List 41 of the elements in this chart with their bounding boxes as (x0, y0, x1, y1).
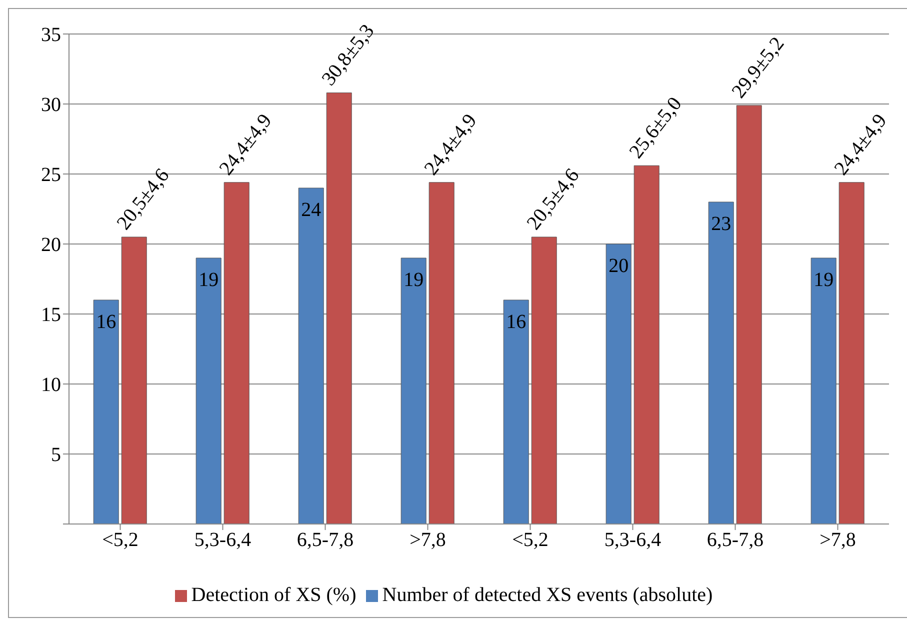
bar (400, 258, 426, 524)
bar (298, 188, 324, 524)
bar (531, 236, 557, 524)
data-label: 23 (711, 213, 732, 235)
legend-label: Number of detected XS events (absolute) (382, 584, 713, 606)
y-tick-label: 5 (51, 444, 61, 466)
bar (428, 182, 454, 524)
bar (224, 182, 250, 524)
bar (606, 244, 632, 524)
bar (503, 300, 529, 524)
bar (93, 300, 119, 524)
y-tick-label: 35 (41, 24, 61, 46)
x-tick-label: 6,5-7,8 (296, 529, 354, 552)
bar (634, 165, 660, 524)
x-tick-label: 5,3-6,4 (604, 529, 662, 552)
data-label: 16 (96, 311, 116, 333)
data-label: 20 (608, 255, 629, 277)
data-label: 16 (506, 311, 526, 333)
data-label: 19 (404, 269, 424, 291)
y-tick-label: 20 (41, 234, 61, 256)
bar (736, 105, 762, 524)
x-tick-label: >7,8 (410, 529, 446, 552)
bar (121, 236, 147, 524)
bar (810, 258, 836, 524)
bar (326, 92, 352, 524)
y-tick-label: 10 (41, 374, 61, 396)
y-tick-label: 25 (41, 164, 61, 186)
data-label: 19 (198, 269, 219, 291)
x-tick-label: <5,2 (512, 529, 548, 552)
bar (196, 258, 222, 524)
bar (838, 182, 864, 524)
y-tick-label: 15 (41, 304, 61, 326)
data-label: 24 (301, 199, 322, 221)
x-tick-label: 5,3-6,4 (194, 529, 252, 552)
x-tick-label: 6,5-7,8 (706, 529, 764, 552)
y-tick-label: 30 (41, 94, 61, 116)
bar (708, 202, 734, 524)
data-label: 19 (814, 269, 834, 291)
x-tick-label: <5,2 (102, 529, 138, 552)
legend-label: Detection of XS (%) (191, 584, 356, 606)
x-tick-label: >7,8 (820, 529, 856, 552)
